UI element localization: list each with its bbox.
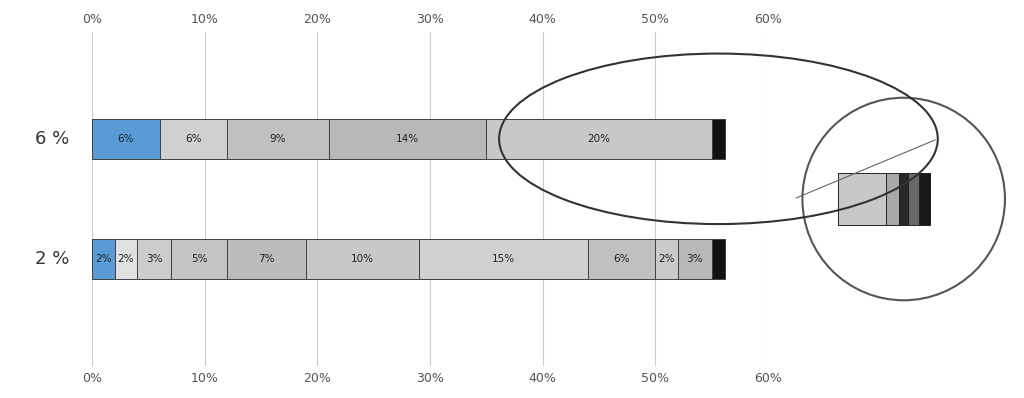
Text: 9%: 9% [269,134,287,144]
Bar [588,239,655,279]
Bar [306,239,419,279]
Bar [227,119,329,159]
Bar [920,173,930,225]
Bar [92,119,160,159]
Bar [838,173,886,225]
Bar [908,173,920,225]
Text: 2%: 2% [118,254,134,264]
Bar [137,239,171,279]
Text: 6%: 6% [185,134,202,144]
Text: 3%: 3% [145,254,163,264]
Bar [486,119,712,159]
Bar [886,173,899,225]
Bar [171,239,227,279]
Bar [115,239,137,279]
Text: 6%: 6% [118,134,134,144]
Text: 2 %: 2 % [35,250,70,268]
Text: 3%: 3% [686,254,703,264]
Bar [329,119,486,159]
Text: 7%: 7% [258,254,275,264]
Text: 5%: 5% [190,254,208,264]
Circle shape [803,98,1005,300]
Bar [419,239,588,279]
Bar [655,239,678,279]
Text: 6%: 6% [613,254,630,264]
Bar [712,239,725,279]
Text: 14%: 14% [396,134,419,144]
Text: 2%: 2% [658,254,675,264]
Bar [227,239,306,279]
Text: 6 %: 6 % [36,130,70,148]
Bar [92,239,115,279]
Bar [678,239,712,279]
Text: 2%: 2% [95,254,112,264]
Text: 10%: 10% [351,254,374,264]
Bar [712,119,725,159]
Bar [899,173,908,225]
Bar [160,119,227,159]
Text: 20%: 20% [588,134,610,144]
Text: 15%: 15% [492,254,515,264]
